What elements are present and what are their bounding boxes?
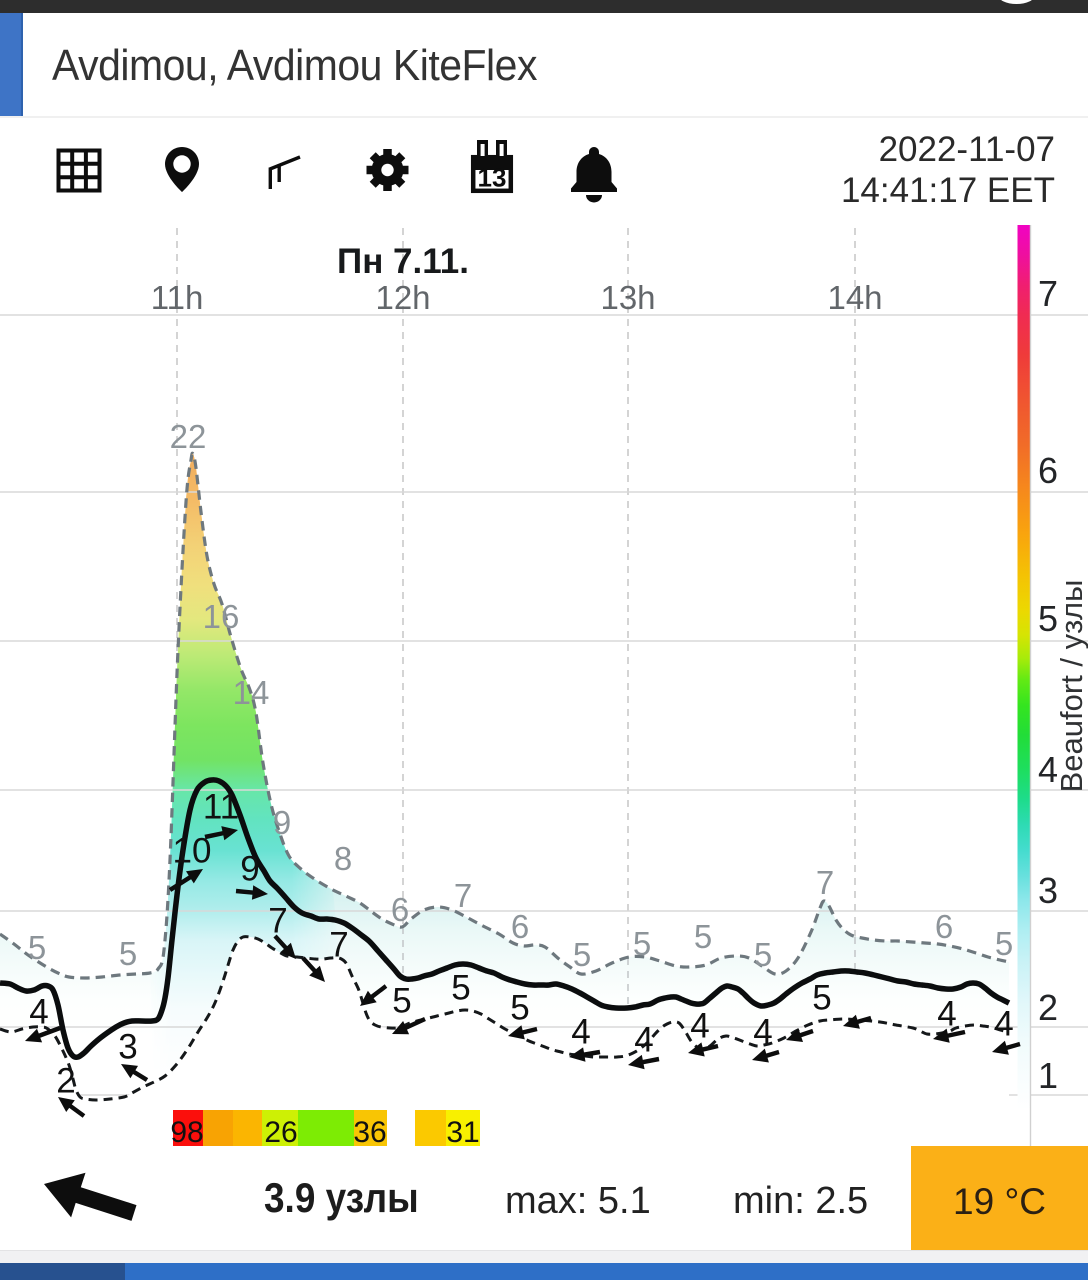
svg-text:26: 26 (264, 1116, 297, 1149)
svg-text:5: 5 (754, 936, 772, 973)
svg-text:31: 31 (446, 1116, 479, 1149)
svg-text:5: 5 (812, 979, 831, 1018)
svg-text:6: 6 (391, 891, 409, 928)
svg-text:5: 5 (28, 929, 46, 966)
svg-text:6: 6 (1038, 450, 1058, 491)
svg-text:5: 5 (995, 925, 1013, 962)
svg-text:13h: 13h (600, 279, 655, 316)
svg-text:3: 3 (118, 1028, 137, 1067)
svg-text:9: 9 (240, 850, 259, 889)
svg-text:5: 5 (1038, 598, 1058, 639)
svg-text:4: 4 (29, 993, 48, 1032)
svg-text:Пн 7.11.: Пн 7.11. (337, 242, 469, 281)
svg-text:7: 7 (329, 926, 348, 965)
svg-text:7: 7 (454, 877, 472, 914)
svg-text:12h: 12h (375, 279, 430, 316)
svg-text:10: 10 (173, 832, 212, 871)
svg-text:4: 4 (753, 1013, 772, 1052)
svg-text:14: 14 (233, 674, 270, 711)
svg-text:13: 13 (478, 163, 507, 193)
svg-text:4: 4 (994, 1005, 1013, 1044)
svg-text:5: 5 (573, 936, 591, 973)
svg-text:11: 11 (203, 788, 239, 827)
svg-text:5: 5 (119, 935, 137, 972)
svg-text:2: 2 (1038, 987, 1058, 1028)
svg-text:11h: 11h (151, 279, 204, 316)
svg-text:8: 8 (334, 840, 352, 877)
svg-text:7: 7 (816, 864, 834, 901)
svg-text:16: 16 (203, 598, 240, 635)
svg-text:4: 4 (690, 1007, 709, 1046)
svg-text:2: 2 (56, 1062, 75, 1101)
svg-text:6: 6 (511, 908, 529, 945)
svg-text:5: 5 (510, 989, 529, 1028)
svg-text:9: 9 (273, 804, 291, 841)
svg-text:36: 36 (353, 1116, 386, 1149)
svg-text:98: 98 (170, 1116, 203, 1149)
svg-text:Beaufort / узлы: Beaufort / узлы (1054, 580, 1088, 793)
svg-text:1: 1 (1038, 1055, 1058, 1096)
svg-text:22: 22 (170, 418, 207, 455)
svg-text:5: 5 (633, 925, 651, 962)
svg-text:5: 5 (451, 969, 470, 1008)
svg-text:5: 5 (694, 918, 712, 955)
svg-text:3: 3 (1038, 870, 1058, 911)
svg-text:7: 7 (268, 902, 287, 941)
svg-text:14h: 14h (827, 279, 882, 316)
svg-text:4: 4 (937, 995, 956, 1034)
svg-text:7: 7 (1038, 273, 1058, 314)
svg-text:4: 4 (1038, 749, 1058, 790)
svg-text:4: 4 (634, 1021, 653, 1060)
svg-text:5: 5 (392, 982, 411, 1021)
svg-text:4: 4 (571, 1013, 590, 1052)
svg-text:6: 6 (935, 908, 953, 945)
